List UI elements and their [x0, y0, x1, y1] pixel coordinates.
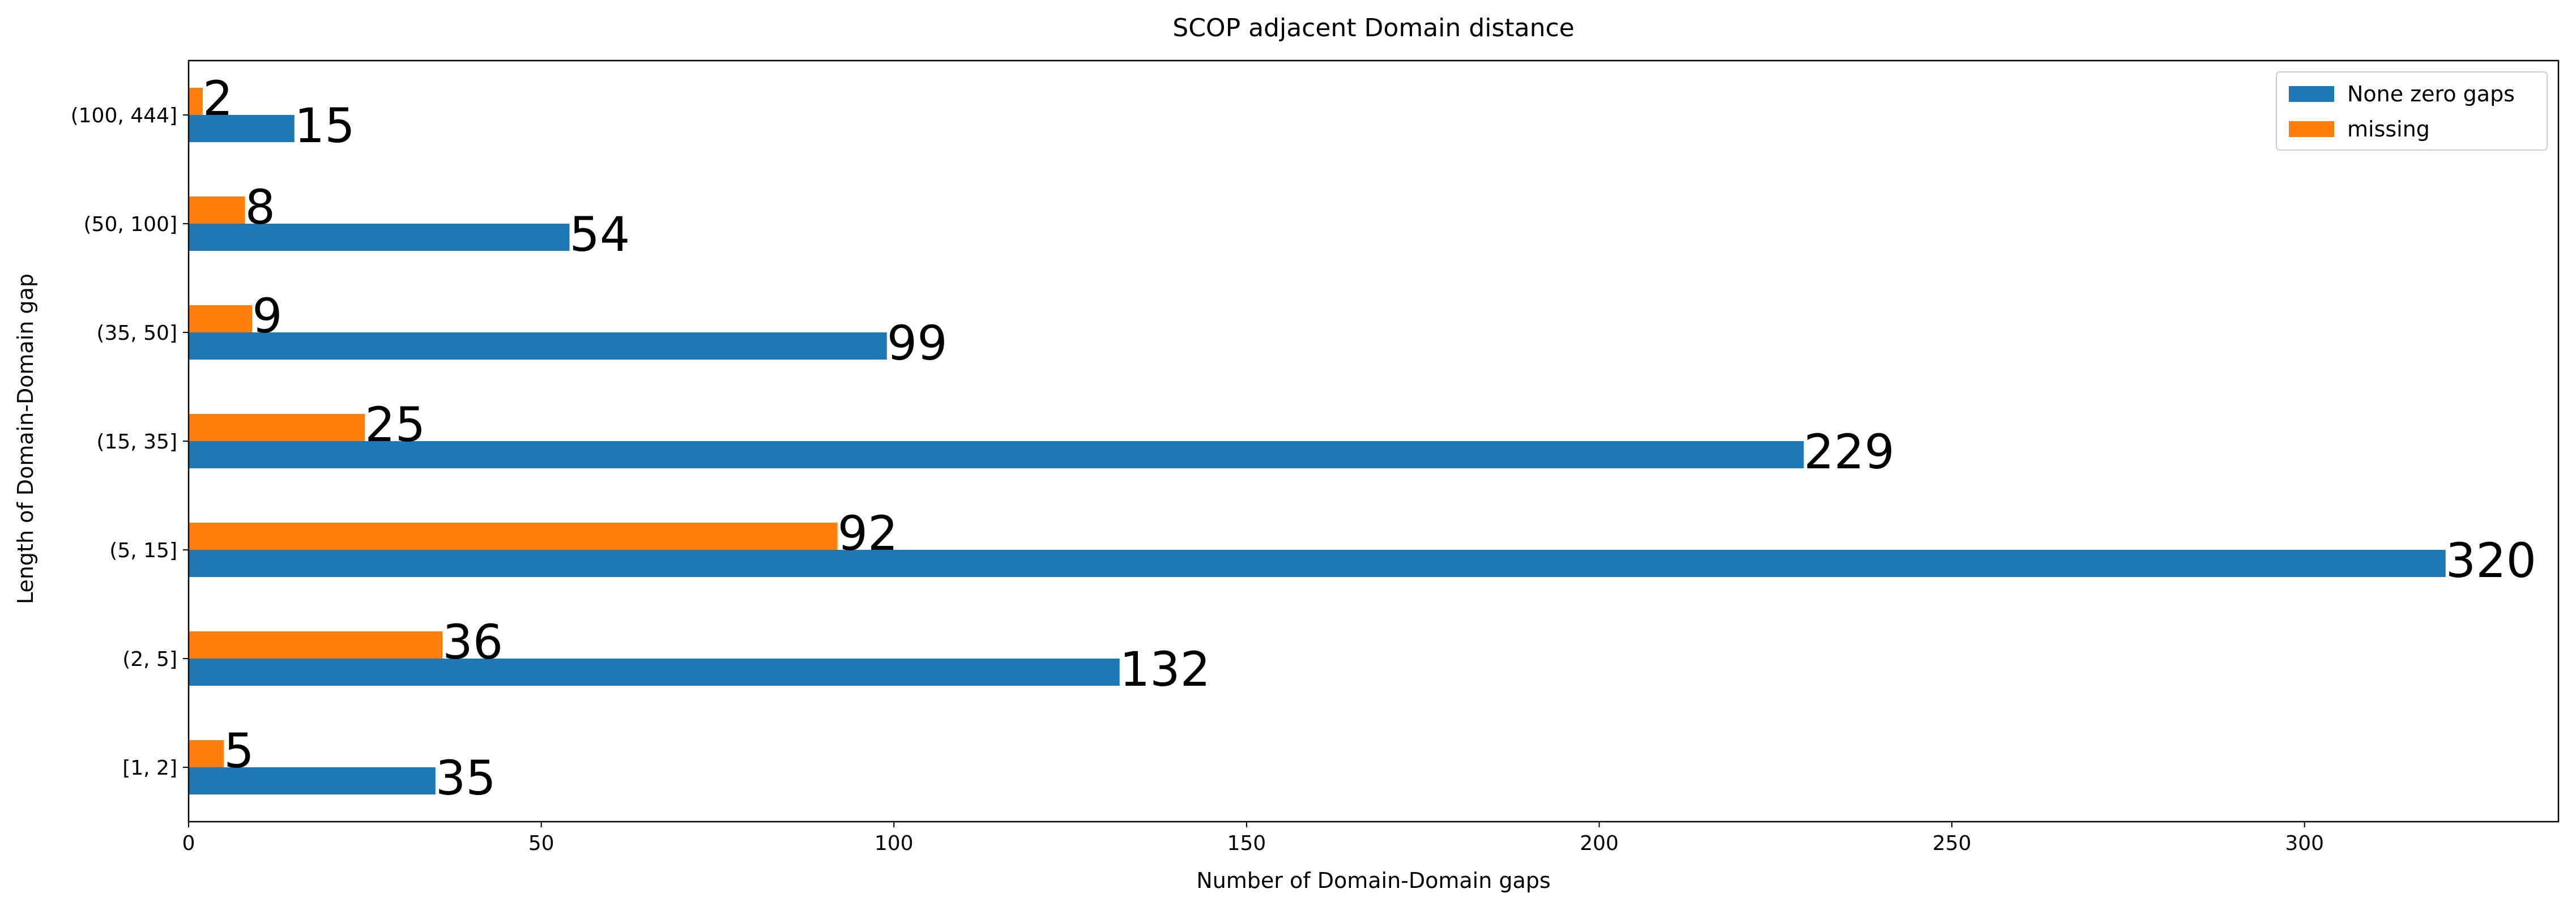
- y-tick-label: (100, 444]: [71, 104, 177, 127]
- bar-missing-1: [189, 631, 443, 659]
- data-label-missing-4: 9: [252, 288, 282, 344]
- x-tick-label: 0: [182, 832, 195, 855]
- x-tick-label: 250: [1933, 832, 1972, 855]
- legend-swatch-none-zero-gaps: [2289, 86, 2334, 102]
- chart-title: SCOP adjacent Domain distance: [1172, 14, 1574, 42]
- y-tick-label: (2, 5]: [122, 648, 177, 671]
- data-label-none-zero-gaps-5: 54: [569, 207, 630, 262]
- y-tick-label: (5, 15]: [109, 539, 177, 562]
- bar-missing-3: [189, 414, 365, 441]
- x-tick-label: 300: [2285, 832, 2324, 855]
- x-tick-label: 50: [528, 832, 555, 855]
- data-label-none-zero-gaps-1: 132: [1120, 642, 1210, 697]
- data-label-none-zero-gaps-4: 99: [887, 315, 948, 371]
- data-label-missing-2: 92: [838, 506, 898, 561]
- bar-missing-5: [189, 196, 245, 224]
- x-axis-label: Number of Domain-Domain gaps: [1196, 868, 1550, 893]
- axes-layer: [1, 2] (2, 5] (5, 15] (15, 35] (35, 50] (50, …: [71, 59, 2560, 855]
- data-label-none-zero-gaps-0: 35: [436, 750, 496, 806]
- legend-box: [2276, 71, 2548, 151]
- bar-missing-0: [189, 740, 224, 767]
- legend-label-missing: missing: [2347, 117, 2430, 142]
- bar-none-zero-gaps-0: [189, 767, 436, 794]
- x-tick-label: 200: [1580, 832, 1619, 855]
- y-tick-label: (15, 35]: [96, 430, 177, 454]
- x-tick-label: 100: [875, 832, 914, 855]
- bar-none-zero-gaps-6: [189, 115, 295, 142]
- bar-none-zero-gaps-4: [189, 332, 887, 360]
- bar-missing-4: [189, 305, 253, 332]
- bar-none-zero-gaps-5: [189, 224, 570, 251]
- data-label-missing-3: 25: [365, 397, 425, 452]
- y-tick-label: (50, 100]: [84, 213, 178, 236]
- legend: None zero gaps missing: [2276, 71, 2548, 151]
- bar-missing-2: [189, 523, 838, 550]
- legend-swatch-missing: [2289, 121, 2334, 137]
- bar-none-zero-gaps-1: [189, 659, 1120, 686]
- bar-missing-6: [189, 88, 203, 115]
- data-label-missing-0: 5: [224, 723, 254, 779]
- data-label-none-zero-gaps-2: 320: [2446, 533, 2536, 588]
- y-tick-label: (35, 50]: [96, 322, 177, 345]
- y-axis-label: Length of Domain-Domain gap: [13, 274, 38, 604]
- bar-none-zero-gaps-2: [189, 550, 2446, 577]
- x-tick-label: 150: [1227, 832, 1266, 855]
- data-label-missing-5: 8: [245, 180, 275, 235]
- legend-label-none-zero-gaps: None zero gaps: [2347, 82, 2515, 106]
- data-label-missing-6: 2: [203, 71, 233, 126]
- data-label-none-zero-gaps-6: 15: [295, 98, 355, 153]
- data-label-none-zero-gaps-3: 229: [1804, 424, 1895, 480]
- bars-layer: [189, 88, 2446, 794]
- bar-none-zero-gaps-3: [189, 441, 1804, 468]
- plot-frame: [187, 59, 2560, 823]
- y-tick-label: [1, 2]: [122, 757, 177, 780]
- data-label-missing-1: 36: [442, 614, 503, 670]
